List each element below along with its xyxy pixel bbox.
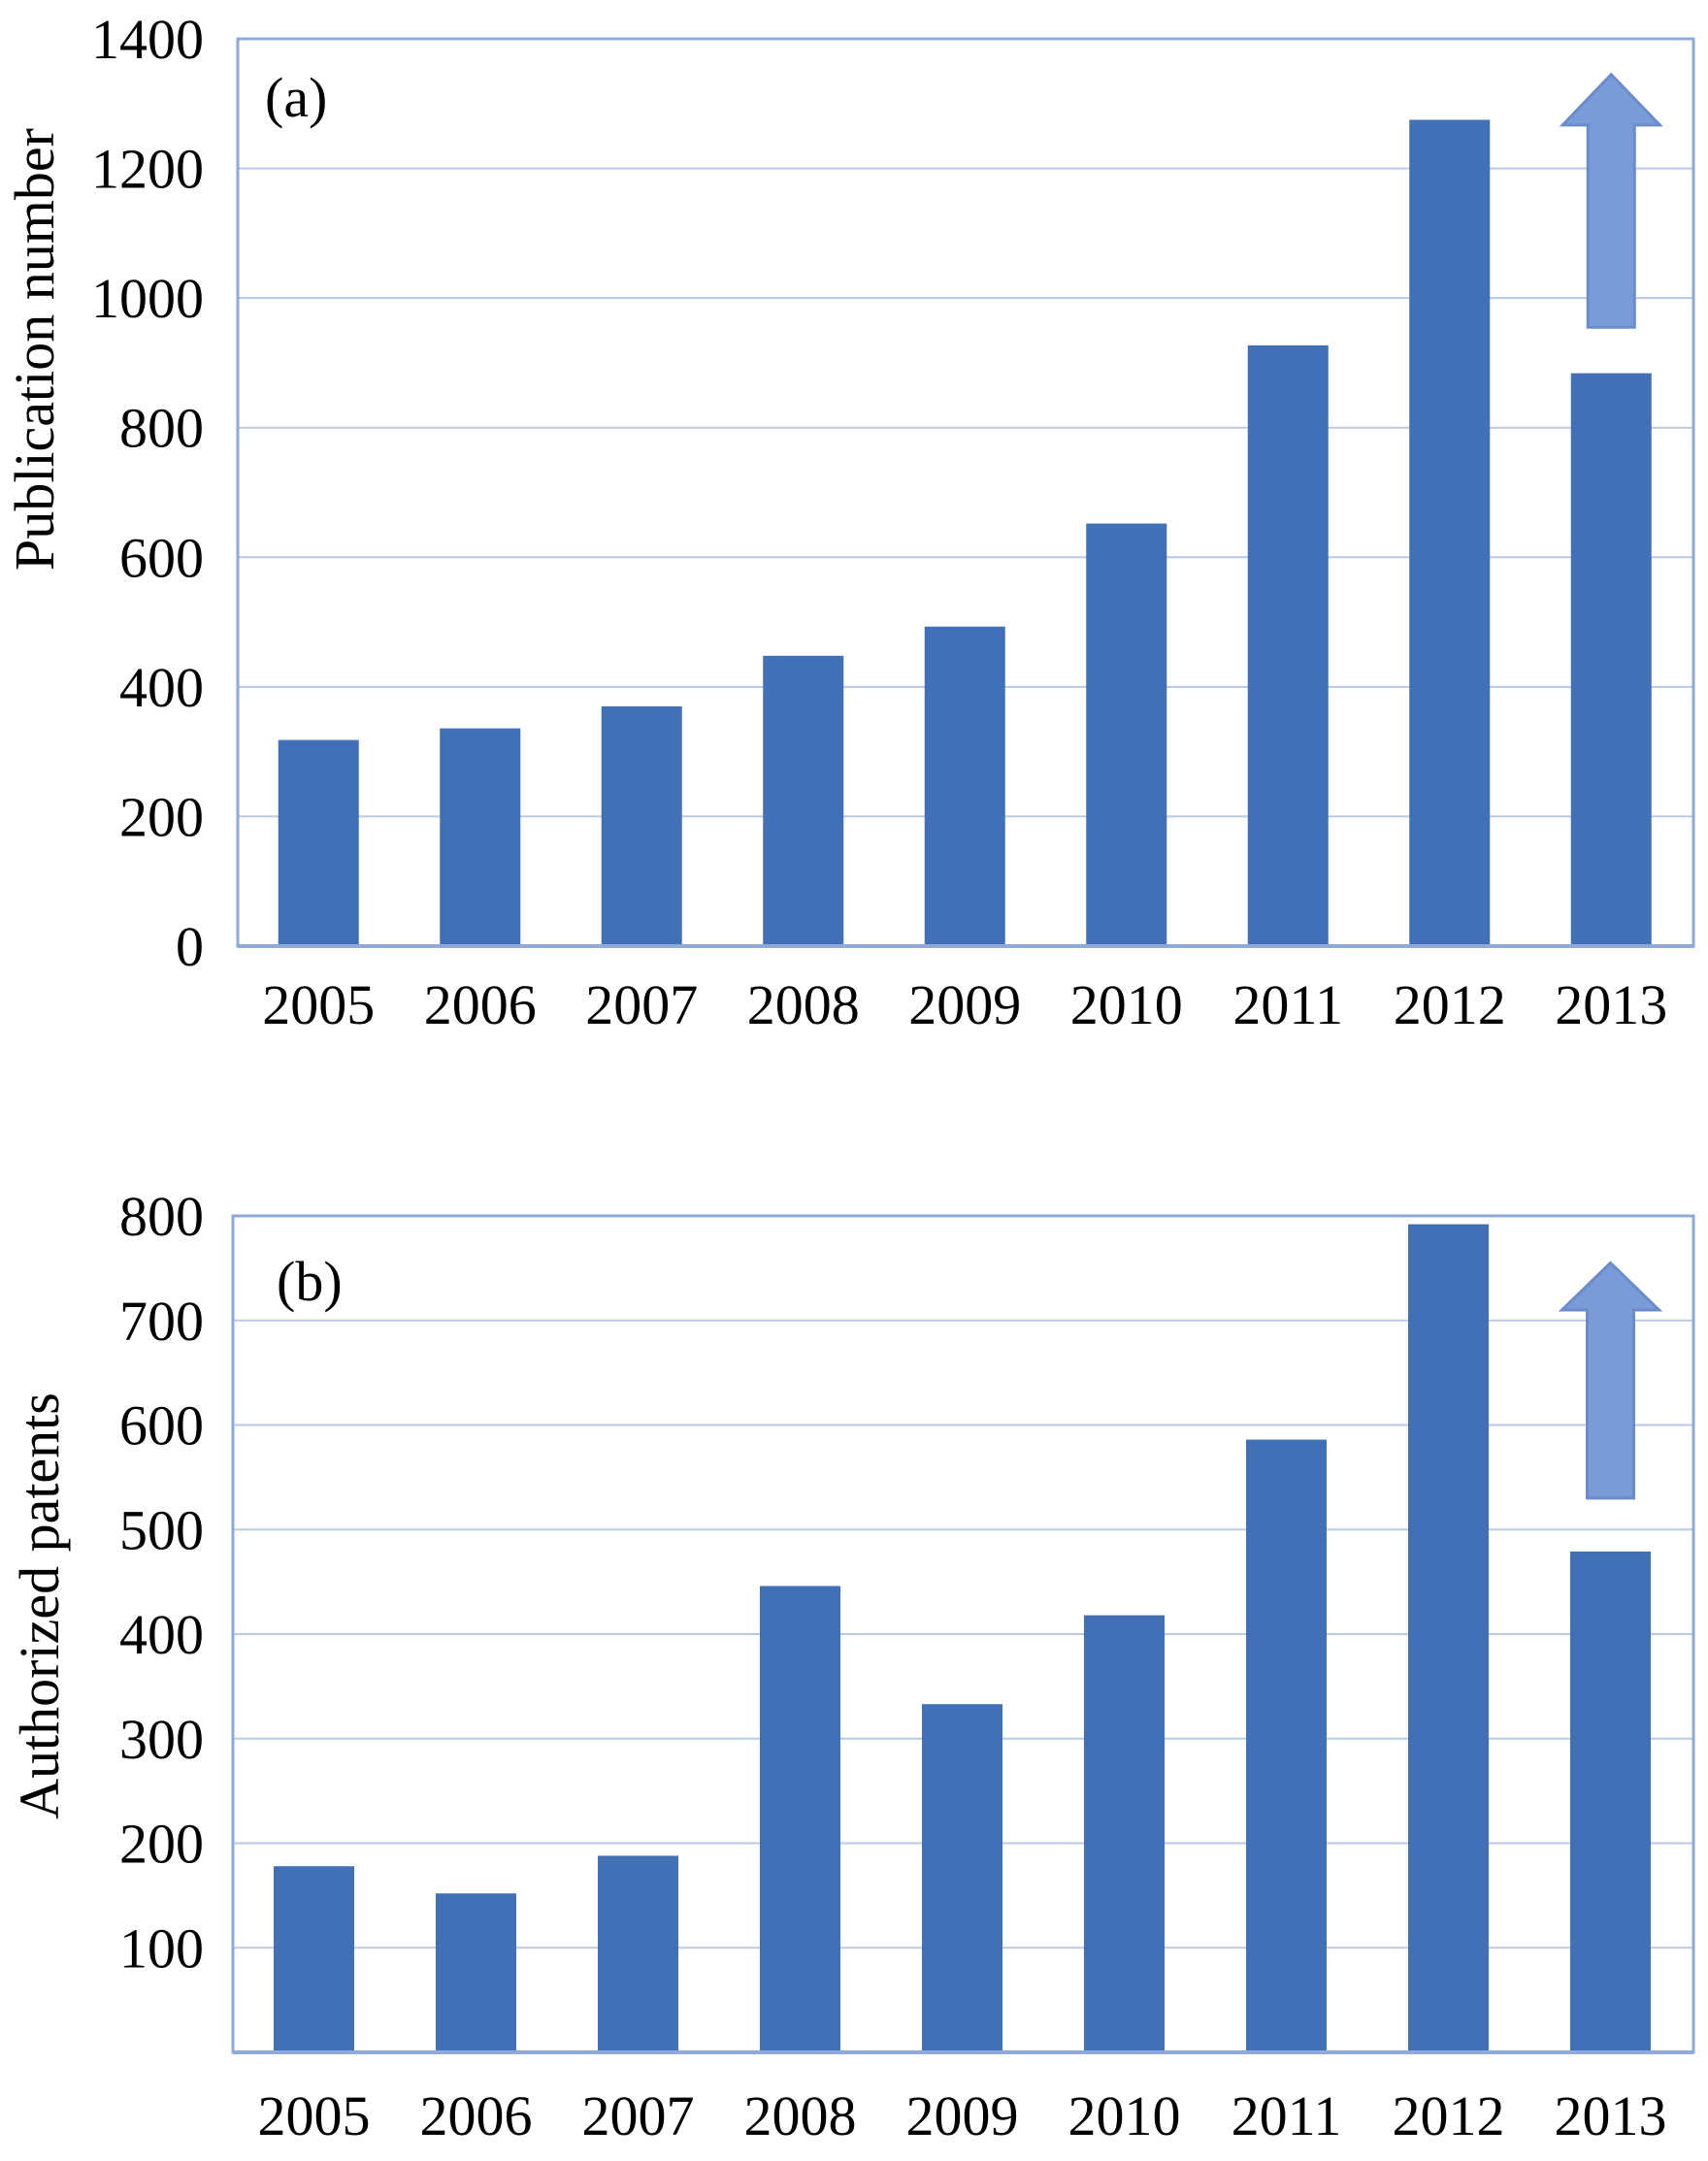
y-tick-label: 1000 — [91, 267, 204, 330]
y-tick-label: 300 — [119, 1708, 204, 1771]
bar-2012 — [1409, 119, 1491, 947]
panel-label-a: (a) — [265, 66, 327, 129]
trend-arrow-b — [1558, 1261, 1663, 1500]
x-tick-label: 2010 — [1070, 973, 1183, 1036]
x-tick-label: 2012 — [1394, 973, 1506, 1036]
bar-2007 — [601, 705, 682, 946]
x-tick-label: 2005 — [262, 973, 375, 1036]
x-tick-label: 2010 — [1068, 2084, 1181, 2147]
bar-2009 — [922, 1704, 1002, 2052]
y-tick-label: 0 — [176, 915, 204, 978]
bar-2005 — [274, 1866, 354, 2052]
y-tick-label: 500 — [119, 1498, 204, 1561]
y-tick-label: 800 — [119, 397, 204, 460]
y-tick-labels-a: 0 200 400 600 800 1000 1200 1400 — [91, 8, 204, 978]
up-arrow-icon — [1558, 1261, 1663, 1500]
trend-arrow-a — [1559, 72, 1663, 329]
bar-2011 — [1247, 344, 1329, 946]
y-tick-label: 400 — [119, 1603, 204, 1666]
bar-2010 — [1086, 523, 1167, 946]
bar-2011 — [1246, 1439, 1327, 2052]
up-arrow-icon — [1559, 72, 1663, 329]
bar-2006 — [440, 728, 521, 946]
y-tick-label: 600 — [119, 526, 204, 589]
y-axis-title-b: Authorized patents — [8, 1392, 71, 1819]
x-tick-labels-b: 2005 2006 2007 2008 2009 2010 2011 2012 2013 — [258, 2084, 1667, 2147]
y-tick-label: 1200 — [91, 138, 204, 201]
x-tick-label: 2006 — [424, 973, 537, 1036]
bar-2012 — [1408, 1224, 1489, 2052]
bar-2009 — [924, 626, 1005, 946]
y-axis-title-a: Publication number — [3, 128, 66, 571]
bar-2008 — [760, 1586, 840, 2052]
y-tick-label: 700 — [119, 1290, 204, 1353]
x-tick-labels-a: 2005 2006 2007 2008 2009 2010 2011 2012 2013 — [262, 973, 1667, 1036]
x-tick-label: 2013 — [1555, 2084, 1667, 2147]
x-tick-label: 2012 — [1393, 2084, 1505, 2147]
y-tick-label: 200 — [119, 785, 204, 848]
bar-2013 — [1570, 373, 1652, 947]
x-tick-label: 2007 — [585, 973, 698, 1036]
x-tick-label: 2008 — [747, 973, 860, 1036]
x-tick-label: 2009 — [906, 2084, 1019, 2147]
bar-2006 — [436, 1893, 516, 2052]
bar-2007 — [598, 1855, 678, 2052]
y-tick-label: 400 — [119, 656, 204, 719]
y-tick-label: 100 — [119, 1916, 204, 1980]
x-tick-label: 2006 — [420, 2084, 533, 2147]
y-tick-label: 1400 — [91, 8, 204, 71]
bar-2008 — [763, 655, 844, 946]
axes-b — [231, 1214, 1695, 2054]
bars-b — [274, 1224, 1651, 2052]
bars-a — [278, 119, 1652, 947]
x-tick-label: 2011 — [1232, 973, 1343, 1036]
x-tick-label: 2007 — [582, 2084, 695, 2147]
bar-2005 — [278, 739, 359, 946]
axes-a — [236, 37, 1695, 948]
bar-2013 — [1570, 1551, 1651, 2052]
y-tick-labels-b: 100 200 300 400 500 600 700 800 — [119, 1185, 204, 1980]
x-tick-label: 2011 — [1232, 2084, 1342, 2147]
panel-label-b: (b) — [277, 1250, 343, 1313]
x-tick-label: 2008 — [744, 2084, 857, 2147]
y-tick-label: 600 — [119, 1394, 204, 1457]
y-tick-label: 800 — [119, 1185, 204, 1248]
x-tick-label: 2009 — [908, 973, 1021, 1036]
bar-2010 — [1084, 1615, 1165, 2052]
x-tick-label: 2005 — [258, 2084, 371, 2147]
y-tick-label: 200 — [119, 1813, 204, 1876]
x-tick-label: 2013 — [1555, 973, 1667, 1036]
